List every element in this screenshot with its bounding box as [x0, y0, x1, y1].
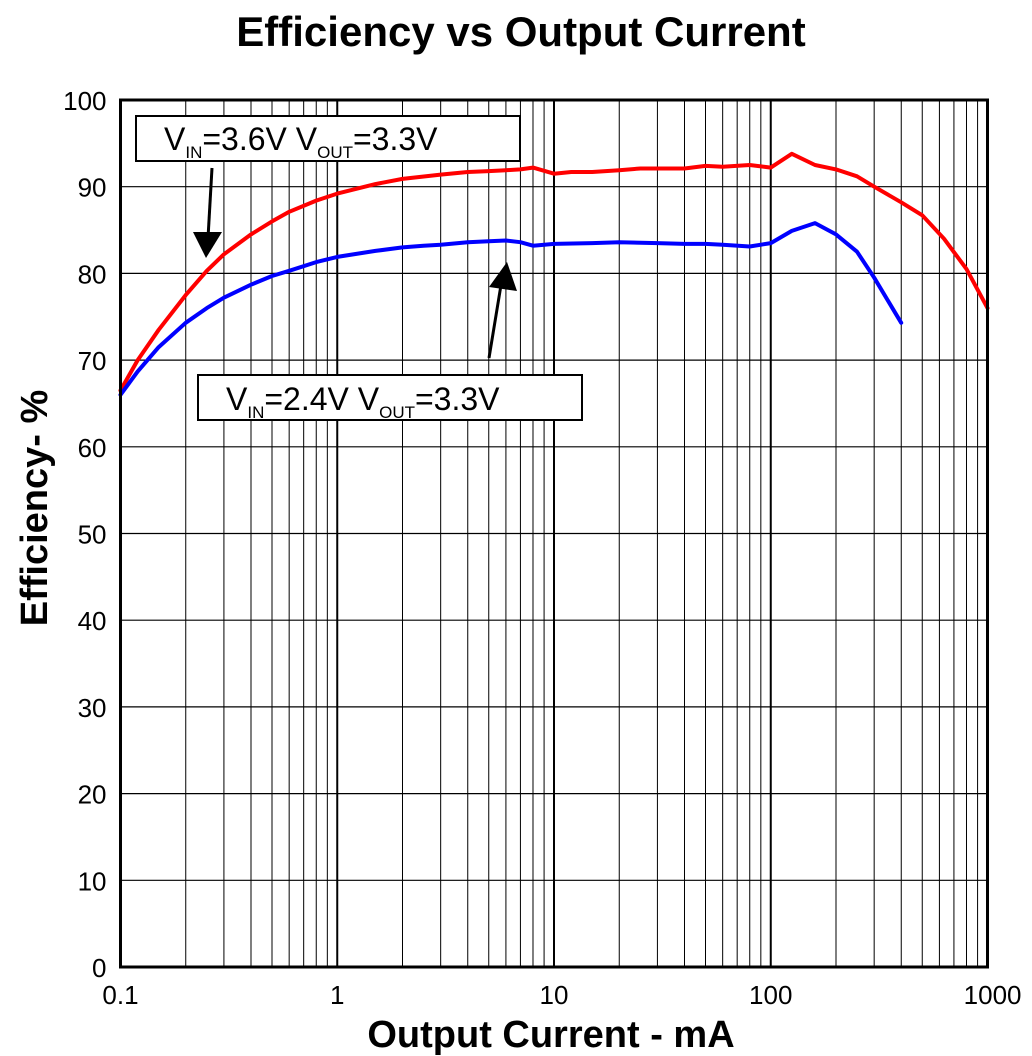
x-tick-label: 1	[330, 980, 344, 1010]
x-tick-label: 1000	[964, 980, 1022, 1010]
y-tick-label: 40	[78, 606, 107, 636]
annotation-arrowhead	[489, 262, 517, 291]
x-tick-label: 10	[540, 980, 569, 1010]
annotation-vin-2-4v: VIN=2.4V VOUT=3.3V	[197, 262, 583, 422]
annotation-arrow-line	[206, 167, 214, 239]
series-layer	[118, 151, 990, 397]
annotation-arrow-line	[487, 284, 503, 359]
x-tick-label: 0.1	[102, 980, 138, 1010]
major-gridlines	[120, 100, 988, 967]
annotation-box	[197, 374, 583, 421]
annotation-text: VIN=3.6V VOUT=3.3V	[164, 121, 438, 162]
y-tick-label: 90	[78, 173, 107, 203]
chart-title: Efficiency vs Output Current	[236, 8, 805, 55]
x-tick-label: 100	[749, 980, 792, 1010]
y-tick-label: 30	[78, 693, 107, 723]
annotation-vin-3-6v: VIN=3.6V VOUT=3.3V	[135, 115, 521, 258]
y-axis-label: Efficiency- %	[14, 390, 56, 627]
y-tick-label: 70	[78, 346, 107, 376]
y-tick-label: 10	[78, 866, 107, 896]
annotation-box	[135, 115, 521, 162]
x-tick-labels: 0.1 1 10 100 1000	[102, 980, 1021, 1010]
annotation-arrowhead	[193, 232, 222, 258]
x-axis-label: Output Current - mA	[367, 1014, 734, 1056]
y-tick-labels: 0 10 20 30 40 50 60 70 80 90 100	[63, 86, 106, 983]
y-tick-label: 20	[78, 780, 107, 810]
plot-frame	[119, 98, 989, 969]
y-tick-label: 80	[78, 259, 107, 289]
series-line-2	[118, 221, 904, 397]
series-line-1	[118, 151, 990, 393]
y-tick-label: 0	[92, 953, 106, 983]
annotation-text: VIN=2.4V VOUT=3.3V	[226, 381, 500, 422]
y-tick-label: 50	[78, 520, 107, 550]
y-tick-label: 100	[63, 86, 106, 116]
y-tick-label: 60	[78, 433, 107, 463]
